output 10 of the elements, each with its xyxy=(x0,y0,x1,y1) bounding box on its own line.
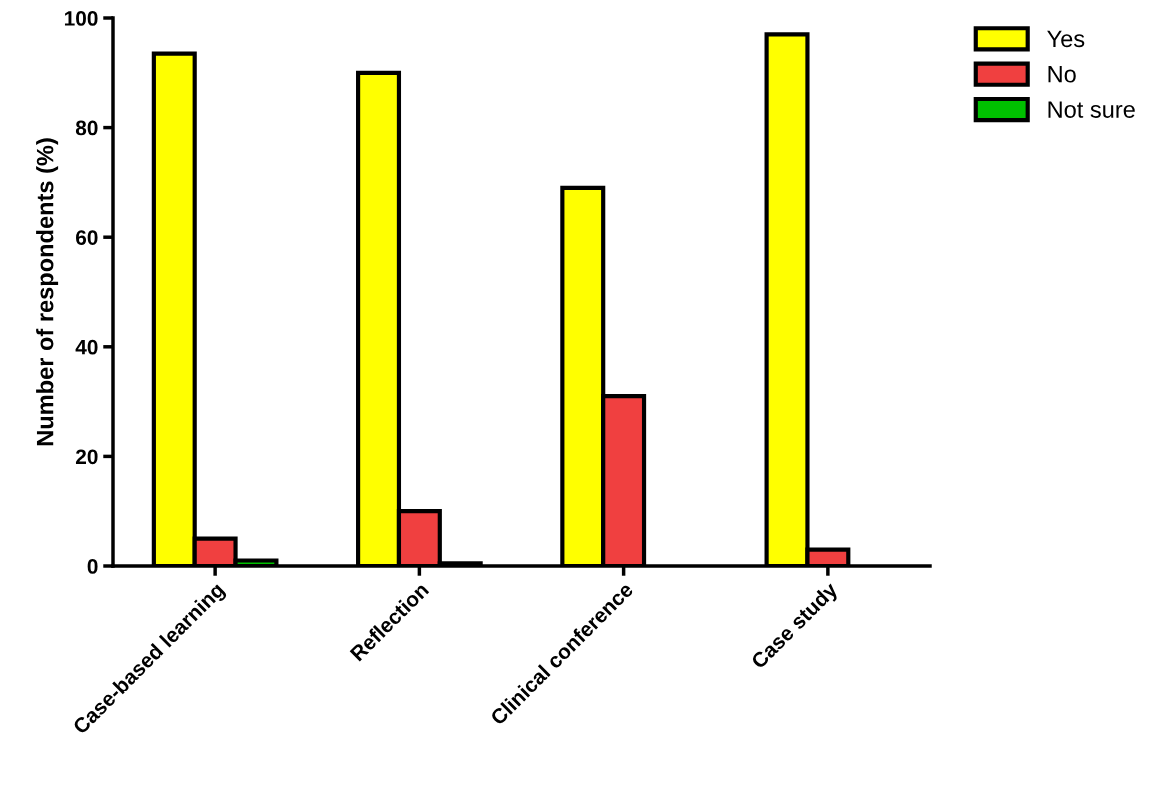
legend-label: Not sure xyxy=(1048,101,1135,118)
y-tick-label: 80 xyxy=(75,120,98,136)
y-tick-label: 60 xyxy=(76,230,98,245)
legend-label: No xyxy=(1048,66,1076,83)
y-tick-label: 100 xyxy=(64,11,98,26)
y-axis-title: Number of respondents (%) xyxy=(36,138,59,446)
y-tick-label: 40 xyxy=(75,339,98,355)
legend-label: Yes xyxy=(1047,30,1085,48)
y-tick-label: 20 xyxy=(75,449,98,465)
y-tick-label: 0 xyxy=(87,559,98,574)
